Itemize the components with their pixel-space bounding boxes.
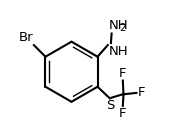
Text: F: F xyxy=(138,86,145,99)
Text: F: F xyxy=(119,107,127,120)
Text: NH: NH xyxy=(109,19,129,32)
Text: S: S xyxy=(106,99,114,112)
Text: 2: 2 xyxy=(119,23,126,33)
Text: Br: Br xyxy=(19,31,33,44)
Text: F: F xyxy=(119,67,127,79)
Text: NH: NH xyxy=(108,45,128,58)
